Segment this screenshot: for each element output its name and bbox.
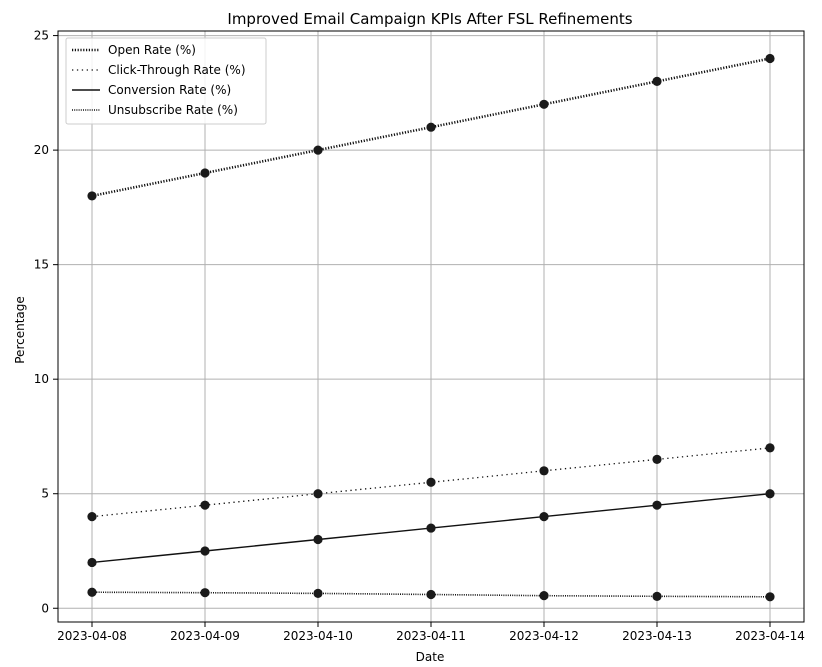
data-point [313, 489, 323, 499]
x-tick-label: 2023-04-09 [170, 629, 240, 643]
data-point [426, 122, 436, 132]
y-tick-label: 0 [41, 601, 49, 615]
data-point [313, 588, 323, 598]
legend: Open Rate (%) Click-Through Rate (%) Conve… [65, 37, 267, 125]
data-point [539, 466, 549, 476]
series-layer [87, 53, 775, 602]
legend-label: Conversion Rate (%) [108, 83, 231, 97]
data-point [87, 512, 97, 522]
data-point [426, 477, 436, 487]
data-point [313, 534, 323, 545]
data-point [200, 168, 210, 178]
grid [58, 31, 804, 622]
data-point [652, 76, 662, 86]
data-point [765, 53, 775, 64]
data-point [313, 145, 323, 155]
x-tick-label: 2023-04-14 [735, 629, 805, 643]
data-point [765, 592, 775, 602]
chart-title: Improved Email Campaign KPIs After FSL R… [227, 10, 632, 28]
data-point [539, 591, 549, 601]
data-point [426, 589, 436, 600]
legend-label: Unsubscribe Rate (%) [108, 103, 238, 117]
x-tick-label: 2023-04-13 [622, 629, 692, 643]
data-point [200, 500, 210, 510]
y-axis-label: Percentage [13, 296, 27, 364]
y-tick-label: 15 [34, 258, 49, 272]
x-tick-label: 2023-04-11 [396, 629, 466, 643]
y-tick-label: 25 [34, 29, 49, 43]
data-point [200, 588, 210, 598]
y-tick-label: 5 [41, 487, 49, 501]
x-tick-label: 2023-04-10 [283, 629, 353, 643]
y-tick-label: 20 [34, 143, 49, 157]
x-tick-label: 2023-04-12 [509, 629, 579, 643]
data-point [765, 489, 775, 499]
legend-label: Click-Through Rate (%) [108, 63, 246, 77]
x-axis-label: Date [416, 650, 445, 664]
data-point [765, 443, 775, 453]
data-point [539, 512, 549, 522]
data-point [652, 454, 662, 464]
x-tick-label: 2023-04-08 [57, 629, 127, 643]
data-point [539, 99, 549, 109]
data-point [426, 523, 436, 533]
data-point [87, 557, 97, 568]
data-point [652, 500, 662, 510]
axes: 2023-04-08 2023-04-09 2023-04-10 2023-04-11… [34, 29, 805, 643]
legend-box [65, 37, 267, 125]
legend-label: Open Rate (%) [108, 43, 196, 57]
data-point [200, 546, 210, 556]
y-tick-label: 10 [34, 372, 49, 386]
data-point [87, 587, 97, 597]
data-point [652, 591, 662, 601]
data-point [87, 191, 97, 201]
